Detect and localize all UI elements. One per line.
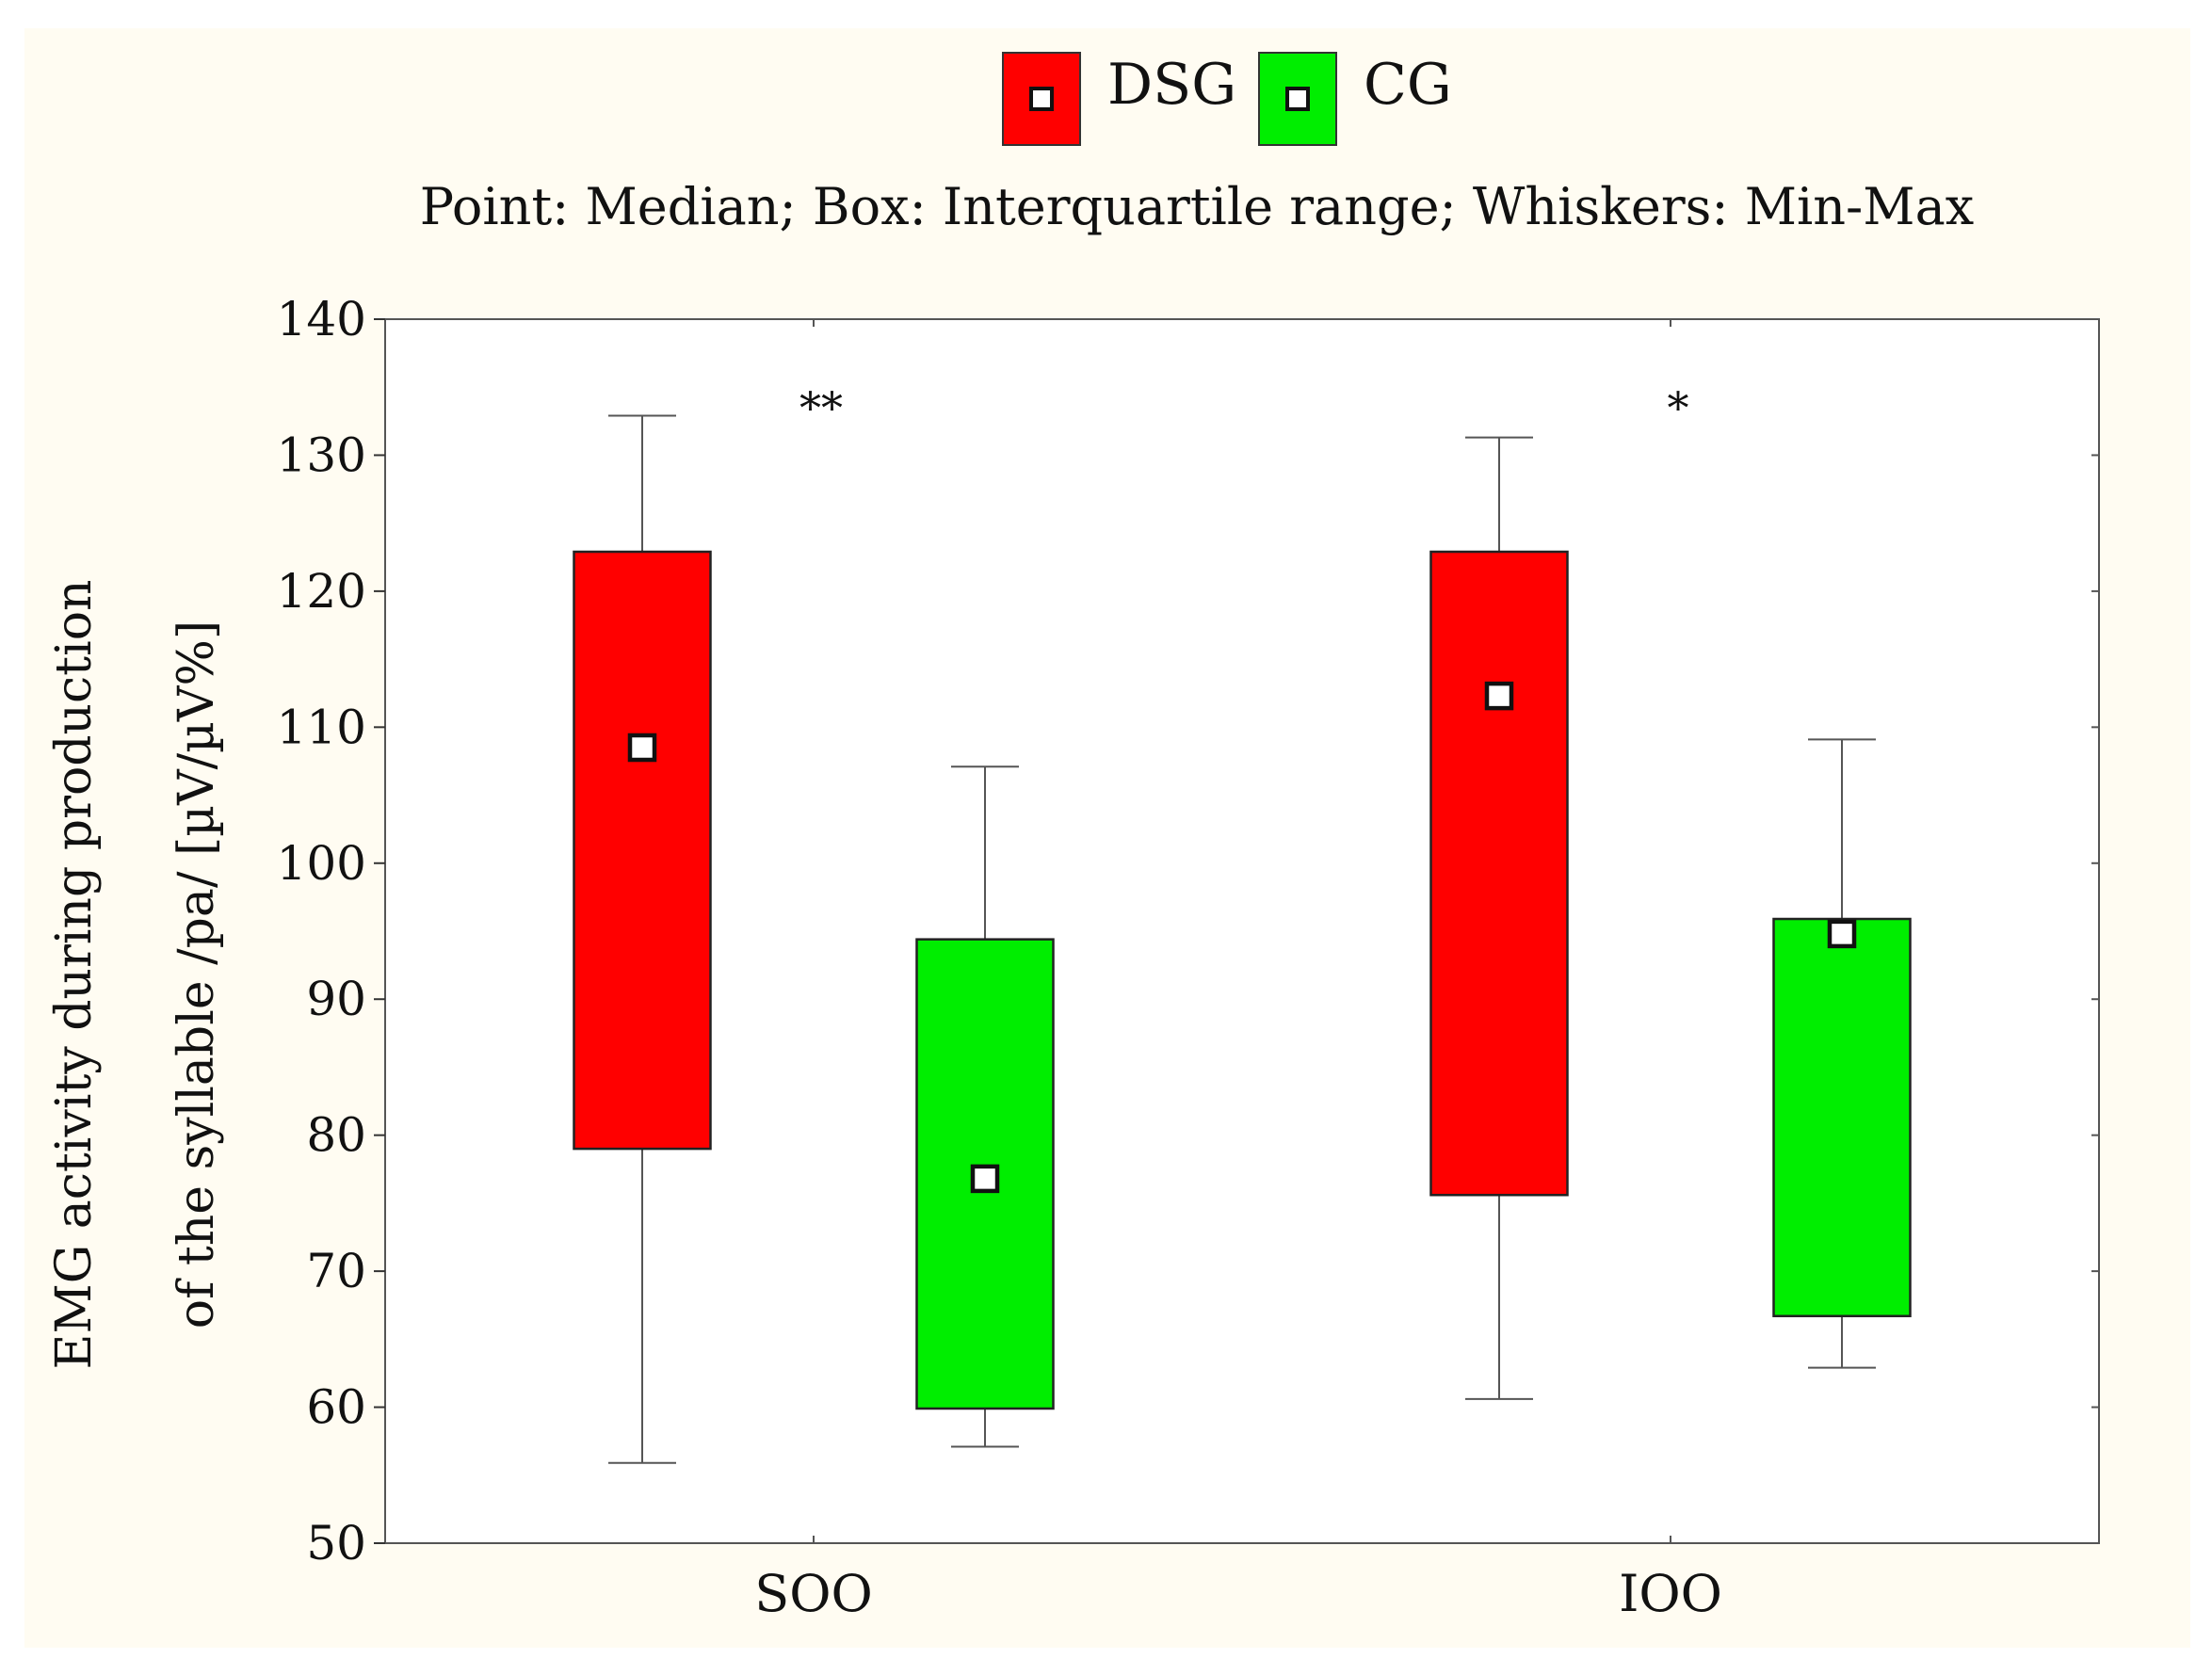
chart-subtitle: Point: Median; Box: Interquartile range;… <box>420 177 1975 236</box>
y-tick-label-80: 80 <box>306 1108 366 1163</box>
y-tick-label-100: 100 <box>277 836 366 891</box>
median-marker-cg-ioo <box>1827 919 1857 949</box>
legend-label-cg: CG <box>1364 52 1452 118</box>
y-tick-label-140: 140 <box>277 292 366 346</box>
chart-figure: DSG CG Point: Median; Box: Interquartile… <box>24 28 2190 1648</box>
median-marker-cg-soo <box>970 1164 1000 1194</box>
box-group-dsg-soo <box>573 414 712 1464</box>
significance-ioo: * <box>1668 382 1689 433</box>
y-tick-label-60: 60 <box>306 1380 366 1435</box>
y-tick-label-120: 120 <box>277 564 366 619</box>
y-axis-label-line2: of the syllable /pa/ [µV/µV%] <box>169 620 225 1329</box>
box-group-dsg-ioo <box>1429 436 1569 1400</box>
significance-soo: ** <box>799 382 843 433</box>
y-tick-label-90: 90 <box>306 972 366 1026</box>
box-dsg-ioo <box>1429 550 1569 1197</box>
box-cg-ioo <box>1772 917 1912 1318</box>
y-tick-label-110: 110 <box>277 700 366 754</box>
box-group-cg-soo <box>915 765 1055 1448</box>
box-series <box>573 414 1912 1464</box>
y-tick-label-50: 50 <box>306 1516 366 1570</box>
box-group-cg-ioo <box>1772 738 1912 1369</box>
median-marker-dsg-soo <box>627 733 657 763</box>
legend-label-dsg: DSG <box>1107 52 1236 118</box>
y-axis-label-line1: EMG activity during production <box>46 580 103 1370</box>
y-tick-label-70: 70 <box>306 1244 366 1298</box>
box-dsg-soo <box>573 550 712 1151</box>
legend-marker-cg <box>1285 87 1310 111</box>
legend: DSG CG <box>1002 52 1452 146</box>
x-tick-label-ioo: IOO <box>1619 1564 1722 1623</box>
boxplot-chart: DSG CG Point: Median; Box: Interquartile… <box>46 52 2100 1623</box>
x-tick-label-soo: SOO <box>754 1564 873 1623</box>
legend-marker-dsg <box>1029 87 1054 111</box>
median-marker-dsg-ioo <box>1484 681 1514 711</box>
x-axis: SOO IOO <box>754 319 1722 1623</box>
significance-markers: ** * <box>799 382 1689 433</box>
y-axis: 50 60 70 80 90 100 110 120 130 140 <box>277 292 2099 1570</box>
y-tick-label-130: 130 <box>277 427 366 482</box>
